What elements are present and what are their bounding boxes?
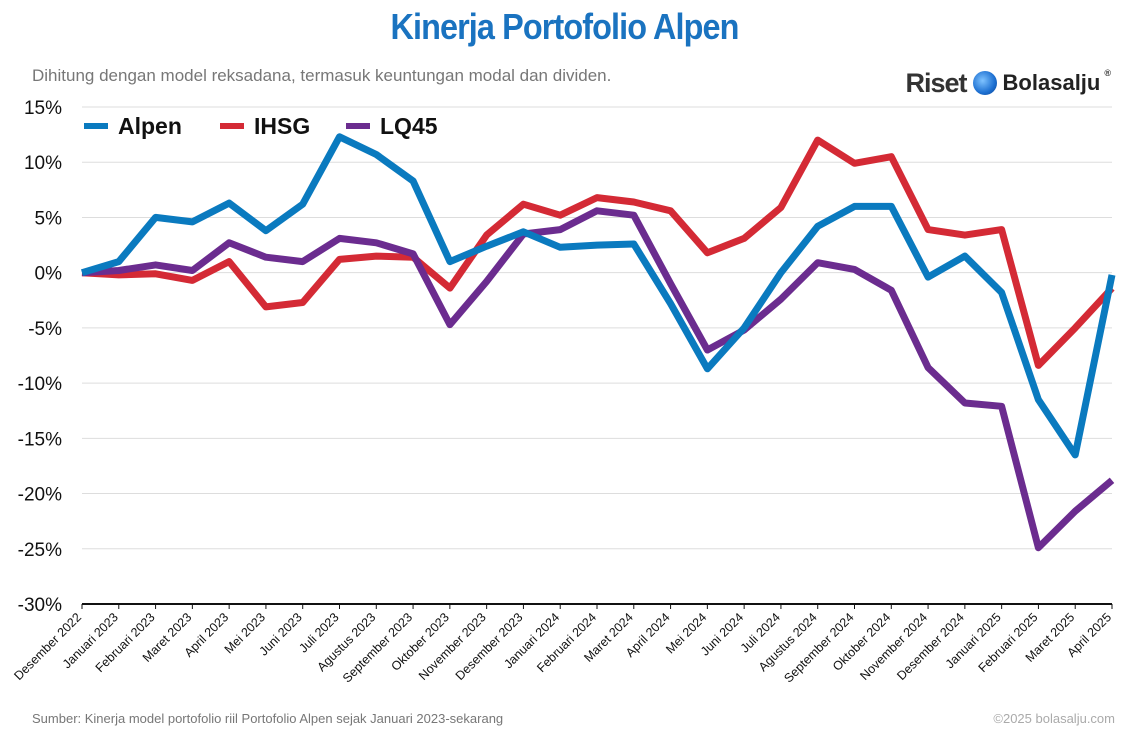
legend-label-lq45: LQ45 [380, 113, 438, 139]
y-tick-label: -20% [18, 485, 62, 506]
legend-label-alpen: Alpen [118, 113, 182, 139]
chart-title: Kinerja Portofolio Alpen [390, 6, 739, 47]
grid-lines [82, 106, 1112, 550]
source-note: Sumber: Kinerja model portofolio riil Po… [32, 711, 504, 726]
y-tick-label: -25% [18, 540, 62, 561]
series-line-ihsg [81, 136, 1115, 369]
y-tick-label: 15% [24, 98, 62, 119]
y-tick-label: -5% [28, 319, 62, 340]
chart-subtitle: Dihitung dengan model reksadana, termasu… [32, 66, 612, 85]
brand-name-riset: Riset [905, 67, 968, 98]
legend-label-ihsg: IHSG [254, 113, 310, 139]
snowball-icon [972, 71, 997, 95]
x-tick-label: Desember 2023 [453, 610, 526, 683]
registered-mark: ® [1104, 68, 1111, 78]
y-tick-label: 5% [35, 208, 63, 229]
y-tick-label: 10% [24, 153, 62, 174]
y-tick-label: -15% [18, 429, 62, 450]
legend: Alpen IHSG LQ45 [84, 113, 438, 139]
series-lines [80, 133, 1116, 552]
brand-name-bolasalju: Bolasalju [1002, 70, 1101, 95]
series-line-alpen [80, 133, 1116, 459]
x-tick-label: November 2024 [857, 610, 930, 683]
copyright-note: ©2025 bolasalju.com [993, 711, 1115, 726]
y-tick-label: -30% [18, 595, 62, 616]
x-tick-label: Desember 2024 [894, 610, 967, 683]
y-tick-label: 0% [35, 264, 63, 285]
x-tick-label: Desember 2022 [11, 610, 84, 683]
brand-logo: Riset Bolasalju ® [906, 66, 1111, 100]
series-line-lq45 [81, 207, 1115, 552]
y-tick-label: -10% [18, 374, 62, 395]
x-tick-label: November 2023 [416, 610, 489, 683]
y-axis-tick-labels: 15% 10% 5% 0% -5% -10% -15% -20% -25% -30% [18, 98, 62, 616]
